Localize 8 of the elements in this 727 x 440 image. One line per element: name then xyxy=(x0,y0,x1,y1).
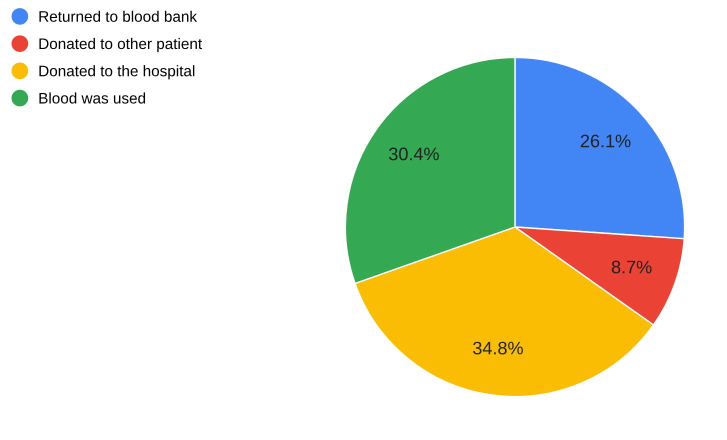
data-label: 34.8% xyxy=(473,342,523,354)
data-label: 8.7% xyxy=(612,260,652,274)
data-label: 26.1% xyxy=(580,134,630,148)
legend-label: Donated to the hospital xyxy=(39,65,194,80)
legend-label: Returned to blood bank xyxy=(39,10,198,22)
data-label: 30.4% xyxy=(389,148,439,160)
legend-label: Blood was used xyxy=(39,92,146,104)
legend-label: Donated to other patient xyxy=(39,38,202,52)
